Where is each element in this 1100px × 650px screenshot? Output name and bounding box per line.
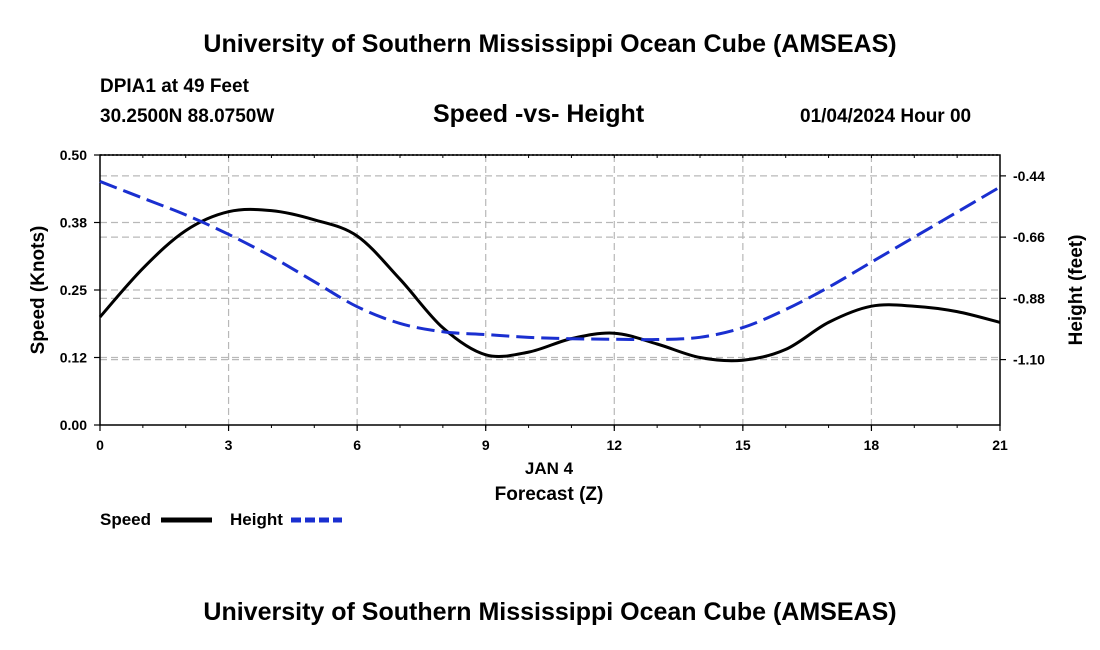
y2-tick-label: -0.88 bbox=[1013, 290, 1045, 306]
chart-subtitle: Speed -vs- Height bbox=[433, 100, 645, 128]
y-axis-label: Speed (Knots) bbox=[28, 226, 49, 355]
legend-speed-label: Speed bbox=[100, 510, 151, 529]
speed-series-line bbox=[98, 207, 1001, 363]
y-tick-label: 0.50 bbox=[60, 147, 87, 163]
x-tick-label: 21 bbox=[992, 437, 1008, 453]
y-tick-label: 0.00 bbox=[60, 417, 87, 433]
y-tick-label: 0.38 bbox=[60, 215, 87, 231]
station-coordinates: 30.2500N 88.0750W bbox=[100, 106, 275, 127]
x-tick-label: 18 bbox=[864, 437, 880, 453]
y2-axis-label: Height (feet) bbox=[1066, 235, 1087, 346]
y-tick-label: 0.25 bbox=[60, 282, 87, 298]
chart-title-top: University of Southern Mississippi Ocean… bbox=[203, 30, 897, 58]
x-axis-label: Forecast (Z) bbox=[495, 484, 604, 505]
x-tick-label: 9 bbox=[482, 437, 490, 453]
x-tick-label: 12 bbox=[606, 437, 622, 453]
x-tick-label: 15 bbox=[735, 437, 751, 453]
legend: Speed Height bbox=[100, 510, 342, 529]
axis-ticks: 0 3 6 9 12 15 18 21 0.00 0.12 0.25 0.38 0.50 -1.10 -0.… bbox=[60, 147, 1045, 453]
legend-height-label: Height bbox=[230, 510, 283, 529]
y2-tick-label: -1.10 bbox=[1013, 352, 1045, 368]
x-tick-label: 6 bbox=[353, 437, 361, 453]
x-tick-label: 0 bbox=[96, 437, 104, 453]
y2-tick-label: -0.44 bbox=[1013, 168, 1045, 184]
forecast-datetime: 01/04/2024 Hour 00 bbox=[800, 106, 972, 127]
station-label: DPIA1 at 49 Feet bbox=[100, 76, 249, 97]
height-series-line bbox=[99, 180, 1001, 342]
x-axis-date-label: JAN 4 bbox=[525, 459, 574, 478]
chart-title-bottom: University of Southern Mississippi Ocean… bbox=[203, 598, 897, 626]
x-tick-label: 3 bbox=[225, 437, 233, 453]
y-tick-label: 0.12 bbox=[60, 350, 87, 366]
series-lines bbox=[98, 180, 1001, 363]
grid-lines bbox=[100, 154, 1000, 425]
y2-tick-label: -0.66 bbox=[1013, 229, 1045, 245]
